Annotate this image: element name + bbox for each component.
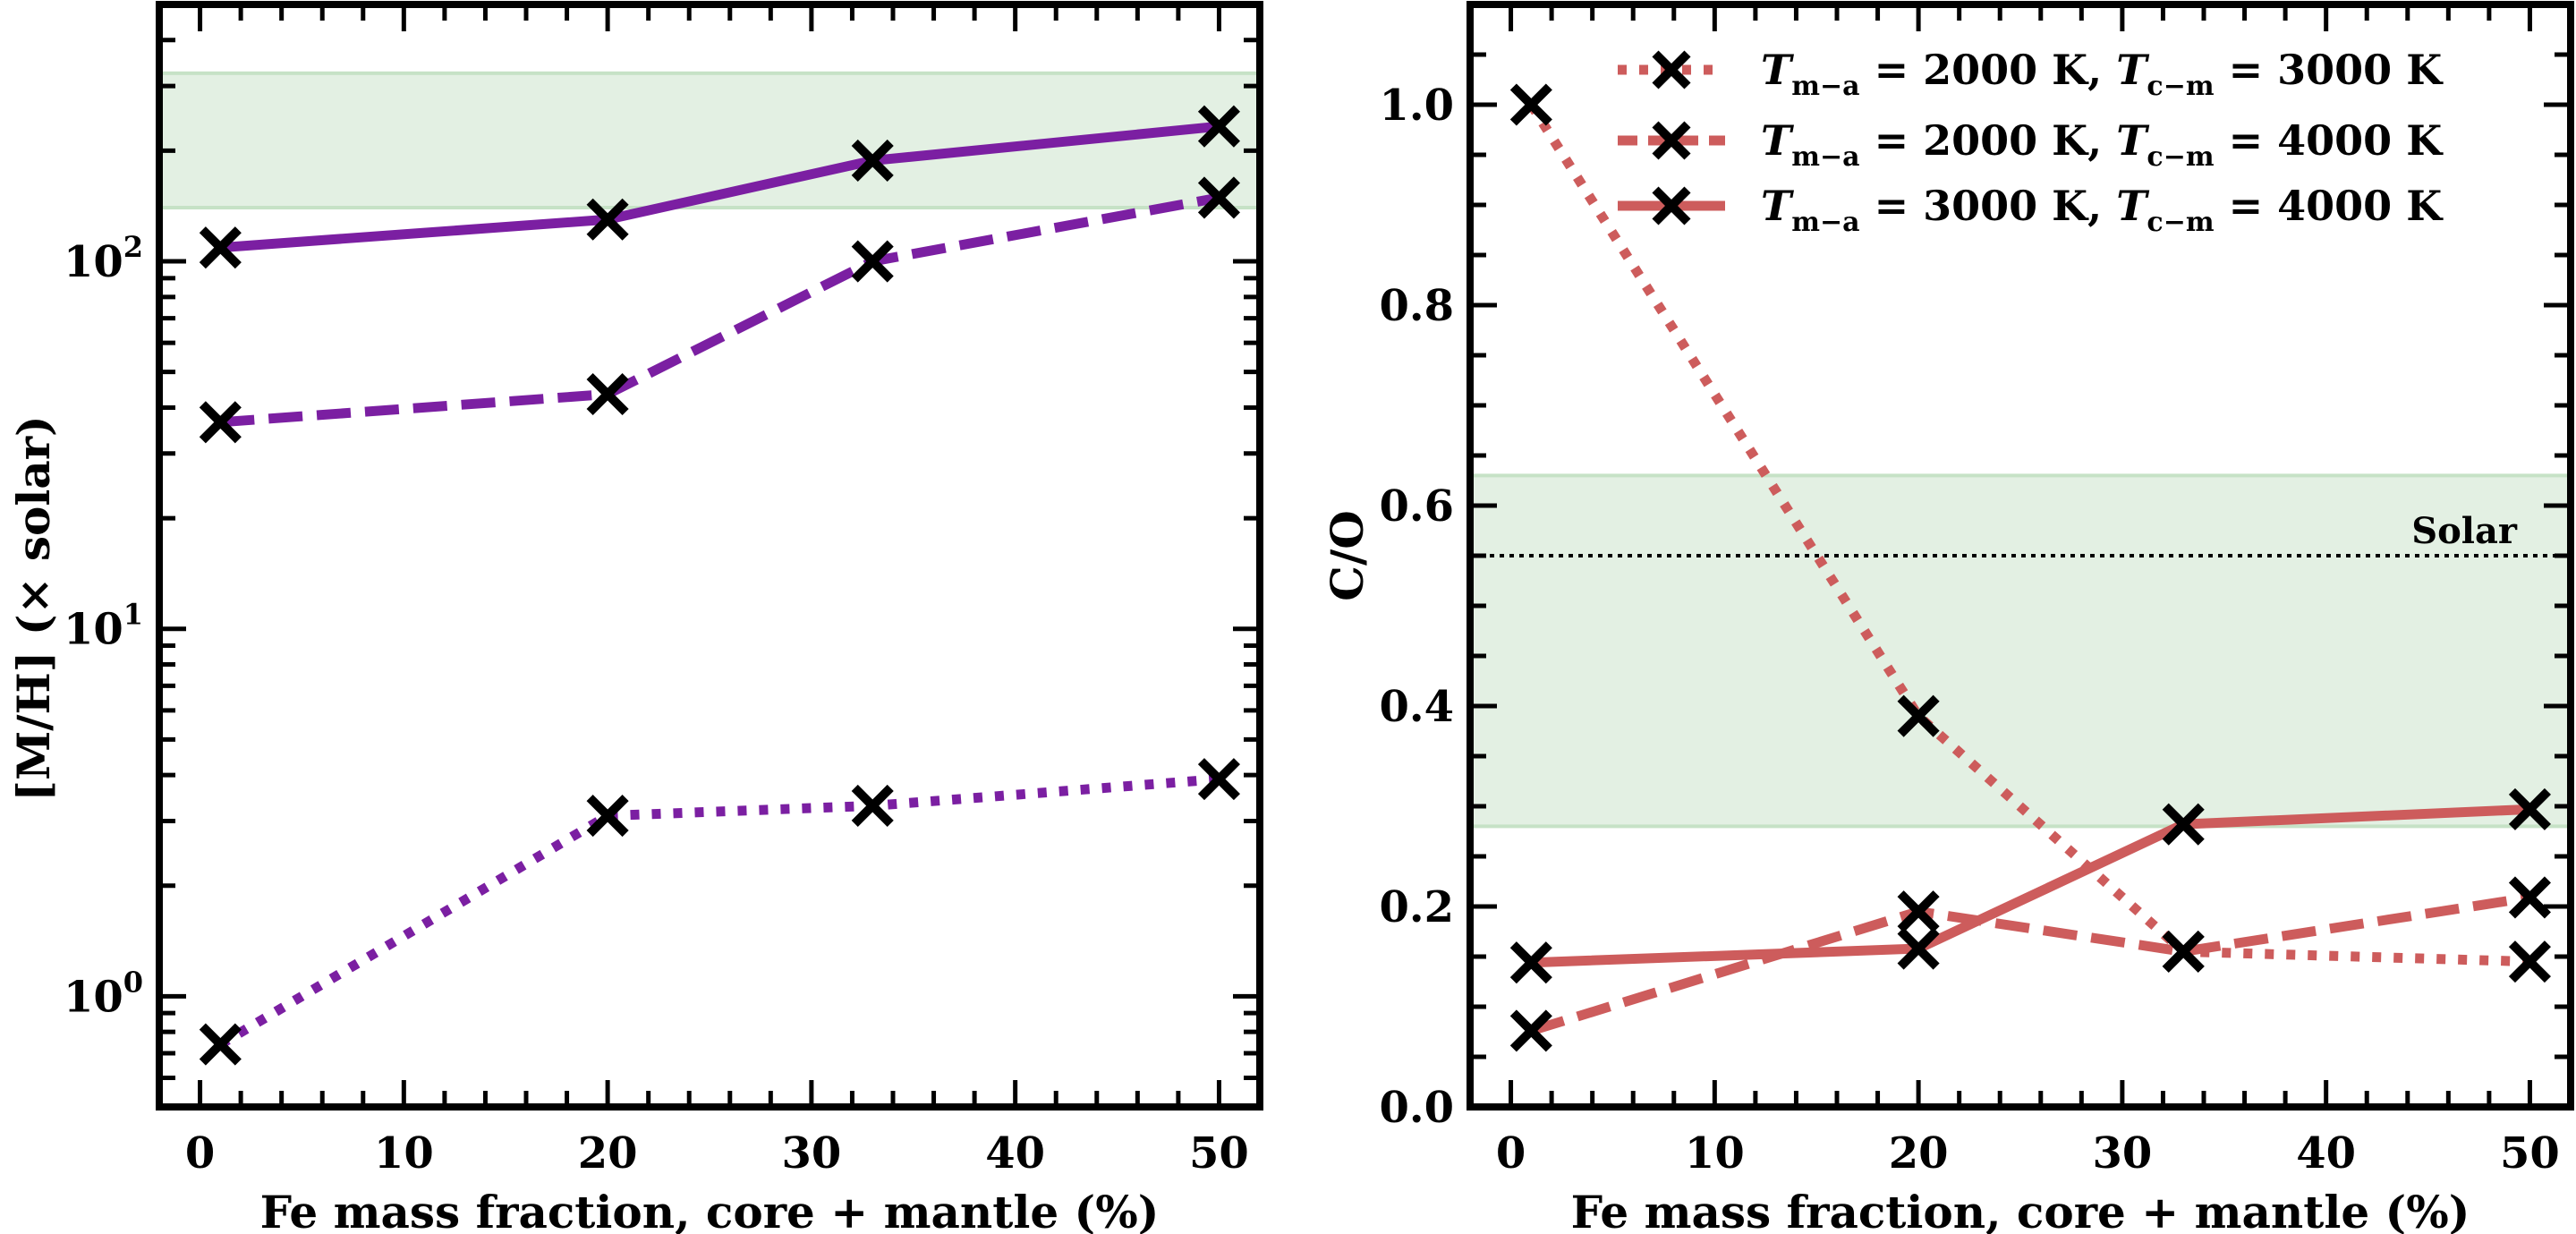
y-tick-label: 0.6 <box>1379 481 1454 532</box>
data-point-marker-solid <box>2508 787 2551 830</box>
y-tick-label: 100 <box>64 965 143 1022</box>
metallicity-x-axis-label: Fe mass fraction, core + mantle (%) <box>260 1186 1160 1234</box>
data-point-marker-dotted <box>199 1023 242 1066</box>
legend-entry-dashed: Tm−a = 2000 K, Tc−m = 4000 K <box>1618 116 2444 173</box>
series-line-dotted <box>1526 102 2530 967</box>
series-line-dashed <box>1529 892 2531 1036</box>
y-tick-label: 0.2 <box>1379 882 1454 932</box>
x-tick-label: 0 <box>1496 1128 1526 1179</box>
co-ratio-tick-labels: 0 10 20 30 40 50 0.0 0.2 0.4 0.6 0.8 1.0 <box>1379 81 2559 1179</box>
data-point-marker-dashed <box>586 372 629 416</box>
data-point-marker-dotted <box>1897 694 1940 737</box>
co-ratio-markers-layer <box>1509 83 2551 1052</box>
x-tick-label: 50 <box>2500 1128 2560 1179</box>
x-tick-label: 50 <box>1189 1128 1249 1179</box>
data-point-marker-dashed <box>199 401 242 444</box>
data-point-marker-solid <box>1897 927 1940 970</box>
legend-marker-swatch <box>1652 50 1691 89</box>
y-tick-label: 101 <box>64 598 143 655</box>
series-line-dashed <box>219 192 1220 428</box>
legend-label: Tm−a = 2000 K, Tc−m = 4000 K <box>1761 116 2444 173</box>
data-point-marker-dashed <box>1509 1009 1552 1052</box>
y-tick-label: 0.0 <box>1379 1083 1454 1133</box>
x-tick-label: 10 <box>374 1128 434 1179</box>
data-point-marker-solid <box>199 226 242 269</box>
data-point-marker-solid <box>1197 105 1240 148</box>
data-point-marker-solid <box>851 139 894 182</box>
metallicity-series-layer <box>217 121 1220 1049</box>
x-tick-label: 20 <box>1889 1128 1949 1179</box>
y-tick-label: 102 <box>64 230 143 287</box>
x-tick-label: 20 <box>578 1128 638 1179</box>
series-line-solid <box>219 121 1220 253</box>
y-tick-label: 1.0 <box>1379 81 1454 131</box>
legend-entry-solid: Tm−a = 3000 K, Tc−m = 4000 K <box>1618 182 2444 238</box>
metallicity-tick-labels: 0 10 20 30 40 50 100 101 102 <box>64 230 1249 1179</box>
metallicity-panel: 0 10 20 30 40 50 100 101 102 Fe mass fraction, c… <box>7 1 1263 1234</box>
co-ratio-panel: Solar 0 10 20 30 40 50 0.0 0.2 0.4 0.6 0.8 1.0 Fe m… <box>1321 1 2574 1234</box>
co-ratio-x-axis-label: Fe mass fraction, core + mantle (%) <box>1571 1186 2470 1234</box>
metallicity-markers-layer <box>199 105 1240 1066</box>
data-point-marker-dashed <box>1197 176 1240 219</box>
observed-range-band <box>1468 473 2572 829</box>
legend-label: Tm−a = 2000 K, Tc−m = 3000 K <box>1761 46 2444 102</box>
legend: Tm−a = 2000 K, Tc−m = 3000 K Tm−a = 2000 … <box>1618 46 2444 238</box>
metallicity-axes-frame <box>156 1 1263 1111</box>
series-line-dotted <box>217 774 1220 1049</box>
data-point-marker-dotted <box>2508 940 2551 983</box>
data-point-marker-dotted <box>1509 83 1552 126</box>
x-tick-label: 40 <box>2296 1128 2356 1179</box>
data-point-marker-dashed <box>851 240 894 283</box>
data-point-marker-dotted <box>1197 758 1240 801</box>
data-point-marker-dotted <box>586 795 629 838</box>
x-tick-label: 10 <box>1685 1128 1745 1179</box>
x-tick-label: 40 <box>985 1128 1045 1179</box>
co-ratio-y-axis-label: C/O <box>1321 510 1373 601</box>
co-ratio-axes-frame <box>1467 1 2574 1111</box>
data-point-marker-solid <box>586 198 629 241</box>
data-point-marker-solid <box>1509 941 1552 984</box>
data-point-marker-dashed <box>2162 930 2205 973</box>
data-point-marker-dotted <box>851 784 894 827</box>
data-point-marker-dashed <box>1897 890 1940 933</box>
legend-entry-dotted: Tm−a = 2000 K, Tc−m = 3000 K <box>1618 46 2444 102</box>
data-point-marker-dashed <box>2508 876 2551 919</box>
x-tick-label: 0 <box>185 1128 215 1179</box>
y-tick-label: 0.4 <box>1379 682 1454 732</box>
data-point-marker-solid <box>2162 803 2205 846</box>
legend-label: Tm−a = 3000 K, Tc−m = 4000 K <box>1761 182 2444 238</box>
legend-marker-swatch <box>1652 186 1691 226</box>
y-tick-label: 0.8 <box>1379 281 1454 331</box>
co-ratio-shaded-band-layer <box>1468 473 2572 829</box>
series-line-solid <box>1531 804 2530 968</box>
metallicity-y-axis-label: [M/H] (× solar) <box>7 415 60 801</box>
co-ratio-series-layer <box>1526 102 2531 1036</box>
legend-marker-swatch <box>1652 121 1691 160</box>
solar-reference-layer: Solar <box>1470 510 2571 557</box>
x-tick-label: 30 <box>2092 1128 2152 1179</box>
solar-annotation: Solar <box>2411 510 2518 552</box>
x-tick-label: 30 <box>781 1128 841 1179</box>
